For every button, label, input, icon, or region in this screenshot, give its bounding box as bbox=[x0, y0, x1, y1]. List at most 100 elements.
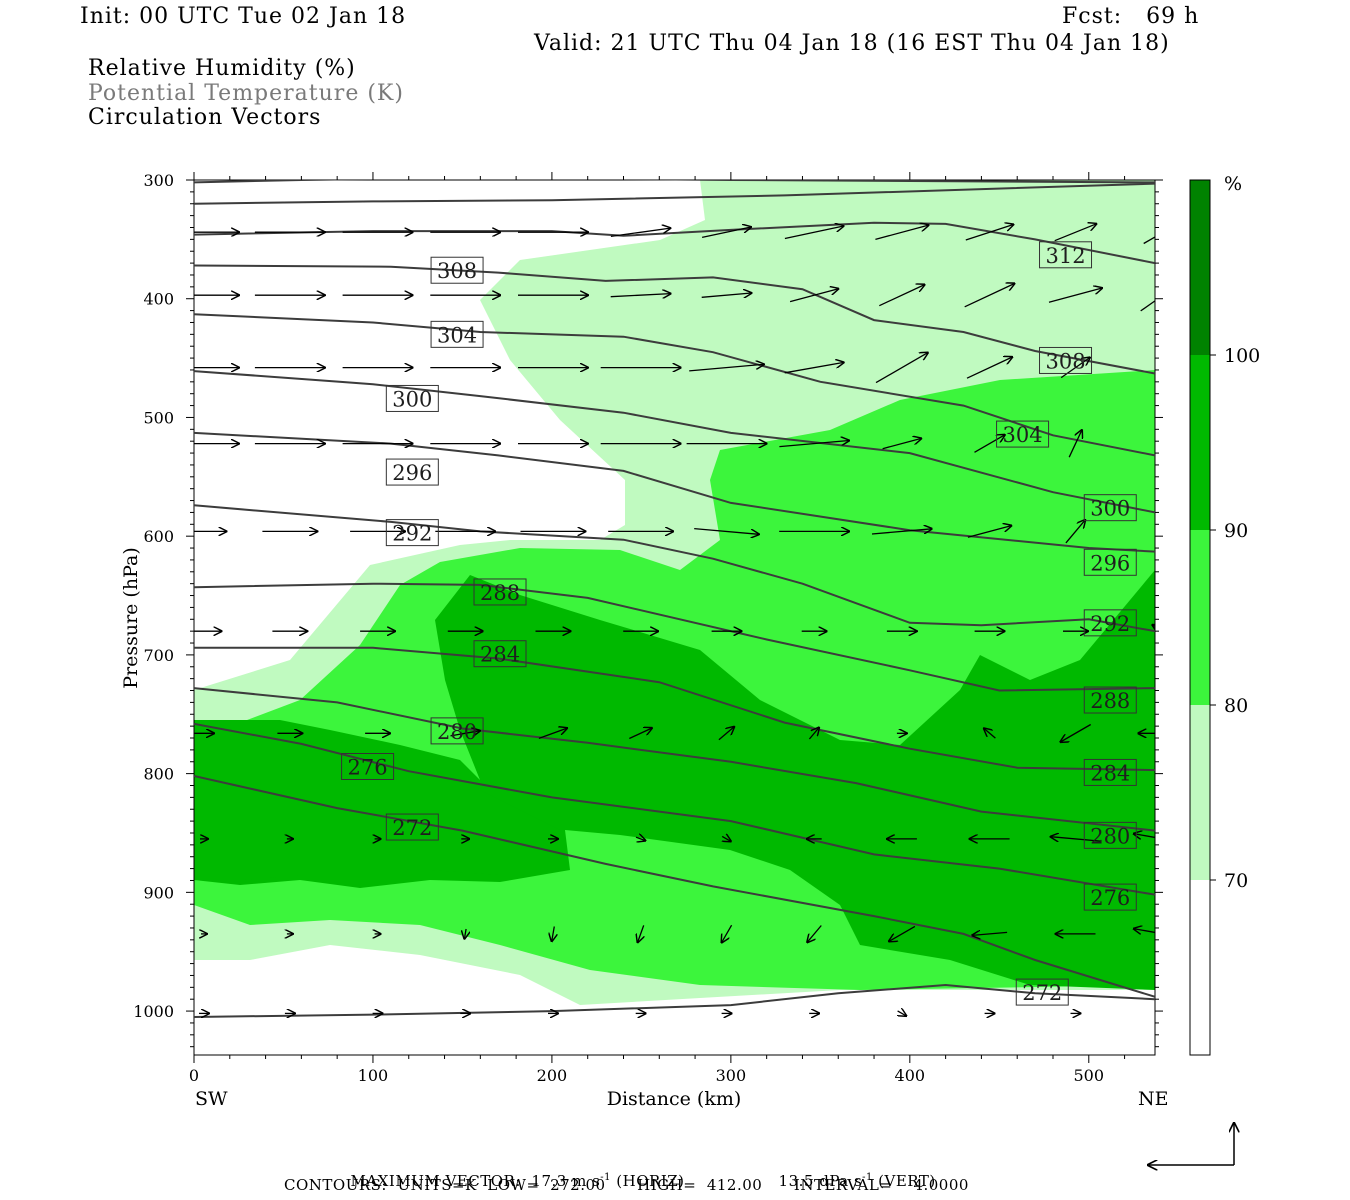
wind-vector bbox=[638, 925, 644, 942]
theta-label: 272 bbox=[392, 816, 432, 840]
theta-label: 300 bbox=[1090, 497, 1130, 521]
wind-vector bbox=[808, 728, 819, 740]
max-vector-horiz-label: (HORIZ) bbox=[611, 1172, 685, 1190]
wind-vector bbox=[1158, 517, 1168, 545]
init-time: Init: 00 UTC Tue 02 Jan 18 bbox=[80, 4, 407, 29]
theta-contour-line bbox=[194, 180, 1155, 184]
colorbar: 70 80 90 100 bbox=[1189, 179, 1260, 1056]
wind-vector bbox=[722, 924, 733, 942]
theta-label: 284 bbox=[1090, 761, 1130, 785]
y-tick-label: 700 bbox=[143, 646, 174, 665]
wind-vector bbox=[538, 728, 567, 740]
wind-vector bbox=[1065, 520, 1085, 544]
contour-info: CONTOURS: UNITS=K LOW= 272.00 HIGH= 412.… bbox=[284, 1176, 969, 1194]
x-axis-left-direction: SW bbox=[195, 1088, 228, 1110]
wind-vector bbox=[464, 928, 466, 939]
wind-vector bbox=[1143, 236, 1155, 245]
wind-vector bbox=[807, 925, 822, 943]
wind-vector bbox=[1048, 288, 1102, 303]
theta-labels: 308 304 300 296 292 288 284 280 276 272 312 308 304 3… bbox=[341, 241, 1137, 1006]
theta-label-box bbox=[341, 752, 395, 780]
theta-label-box bbox=[473, 640, 527, 668]
colorbar-label: 80 bbox=[1224, 695, 1248, 717]
theta-contour-line bbox=[194, 687, 1155, 832]
colorbar-swatch bbox=[1190, 180, 1210, 355]
wind-vector bbox=[965, 225, 1014, 241]
y-axis: 300 400 500 600 700 800 900 1000 bbox=[133, 171, 1163, 1048]
wind-vector bbox=[784, 362, 844, 374]
max-vector-vert-exp: -1 bbox=[862, 1172, 873, 1183]
theta-label: 304 bbox=[437, 323, 477, 347]
theta-label-box bbox=[1083, 548, 1137, 576]
x-tick-label: 100 bbox=[358, 1066, 389, 1085]
theta-label-box bbox=[1083, 883, 1137, 911]
field-potential-temperature: Potential Temperature (K) bbox=[88, 81, 404, 106]
theta-label-box bbox=[1083, 821, 1137, 849]
colorbar-swatch bbox=[1190, 880, 1210, 1055]
theta-label-box bbox=[430, 717, 484, 745]
wind-vector bbox=[779, 441, 849, 448]
circulation-vectors bbox=[194, 221, 1168, 1016]
theta-contour-line bbox=[194, 582, 1155, 692]
max-vector-vert: 13.5 dPa s bbox=[778, 1172, 863, 1190]
field-circulation-vectors: Circulation Vectors bbox=[88, 105, 322, 130]
theta-label-box bbox=[1039, 241, 1093, 269]
theta-label: 308 bbox=[437, 259, 477, 283]
wind-vector bbox=[1051, 837, 1101, 841]
wind-vector bbox=[718, 727, 734, 741]
wind-vector bbox=[552, 926, 555, 942]
wind-vector bbox=[984, 728, 996, 739]
valid-time: Valid: 21 UTC Thu 04 Jan 18 (16 EST Thu … bbox=[534, 31, 1170, 56]
theta-label: 292 bbox=[1090, 612, 1130, 636]
theta-label: 296 bbox=[392, 461, 432, 485]
theta-label: 304 bbox=[1003, 423, 1043, 447]
theta-label-box bbox=[473, 578, 527, 606]
theta-contour-line bbox=[194, 775, 1155, 998]
wind-vector bbox=[784, 226, 844, 240]
wind-vector bbox=[1068, 430, 1082, 458]
colorbar-swatch bbox=[1190, 530, 1210, 705]
wind-vector bbox=[898, 1011, 907, 1016]
theta-label-box bbox=[996, 420, 1050, 448]
theta-label-box bbox=[1039, 346, 1093, 374]
theta-contour-line bbox=[194, 504, 1155, 633]
theta-label: 308 bbox=[1045, 349, 1085, 373]
wind-vector bbox=[1134, 834, 1155, 844]
y-tick-label: 500 bbox=[143, 408, 174, 427]
y-tick-label: 300 bbox=[143, 171, 174, 190]
theta-label: 296 bbox=[1090, 551, 1130, 575]
wind-vector bbox=[635, 837, 645, 840]
wind-vector bbox=[972, 932, 1008, 935]
colorbar-label: 100 bbox=[1224, 345, 1260, 367]
theta-label-box bbox=[1015, 978, 1069, 1006]
wind-vector bbox=[1060, 723, 1092, 743]
wind-vector bbox=[879, 285, 924, 307]
wind-vector bbox=[875, 225, 928, 241]
theta-label-box bbox=[385, 458, 439, 486]
theta-label-box bbox=[385, 519, 439, 547]
wind-vector bbox=[701, 293, 752, 297]
colorbar-label: 90 bbox=[1224, 520, 1248, 542]
humidity-fill-layer bbox=[194, 180, 1155, 1005]
max-vector-exp: -1 bbox=[600, 1172, 612, 1183]
x-axis-label: Distance (km) bbox=[607, 1088, 742, 1110]
x-axis: 0 100 200 300 400 500 bbox=[189, 172, 1126, 1085]
wind-vector bbox=[1054, 224, 1097, 242]
y-tick-label: 900 bbox=[143, 883, 174, 902]
y-tick-label: 1000 bbox=[133, 1002, 174, 1021]
colorbar-frame bbox=[1189, 179, 1211, 1056]
rh-90-region bbox=[194, 570, 1155, 990]
wind-vector bbox=[974, 435, 1005, 453]
theta-label: 280 bbox=[437, 720, 477, 744]
theta-label: 276 bbox=[1090, 886, 1130, 910]
y-tick-label: 600 bbox=[143, 527, 174, 546]
y-tick-label: 800 bbox=[143, 765, 174, 784]
max-vector-vert-label: (VERT) bbox=[872, 1172, 936, 1190]
theta-label-box bbox=[1083, 494, 1137, 522]
theta-label-box bbox=[430, 256, 484, 284]
y-axis-label: Pressure (hPa) bbox=[120, 547, 142, 689]
wind-vector bbox=[967, 526, 1012, 538]
x-tick-label: 300 bbox=[716, 1066, 747, 1085]
wind-vector bbox=[694, 527, 759, 535]
max-vector-text: MAXIMUM VECTOR: 17.3 m s-1 (HORIZ) bbox=[340, 1158, 685, 1189]
